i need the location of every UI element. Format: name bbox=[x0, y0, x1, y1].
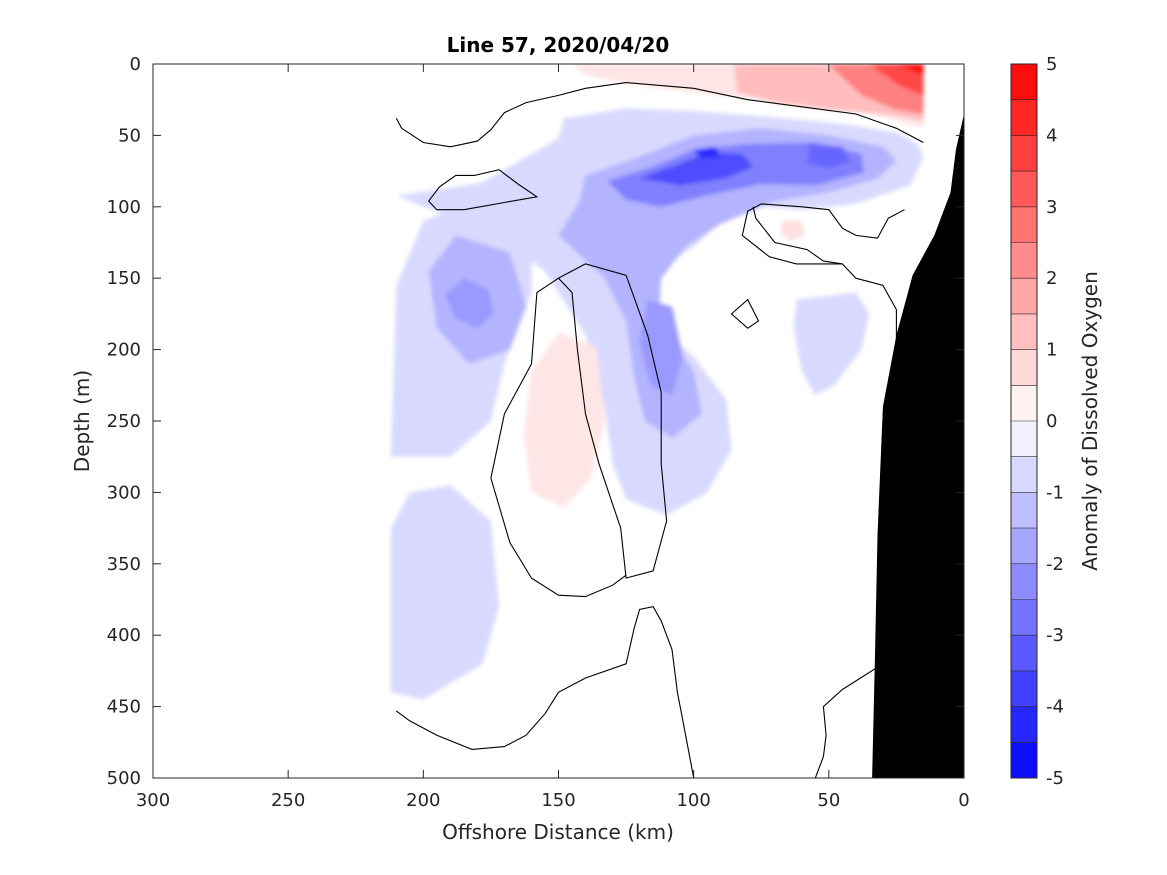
colorbar-swatch bbox=[1011, 206, 1037, 243]
positive-mid-depth bbox=[523, 332, 605, 509]
colorbar-swatch bbox=[1011, 742, 1037, 779]
x-axis: 300 250 200 150 100 50 0 bbox=[136, 64, 970, 811]
colorbar-swatch bbox=[1011, 99, 1037, 136]
y-tick-label: 50 bbox=[118, 125, 141, 146]
x-tick-label: 200 bbox=[406, 790, 440, 811]
y-tick-label: 450 bbox=[107, 697, 141, 718]
zero-contour-east-inner bbox=[752, 206, 843, 265]
colorbar-swatch bbox=[1011, 528, 1037, 565]
negative-level-3 bbox=[607, 142, 864, 207]
colorbar-swatch bbox=[1011, 171, 1037, 208]
negative-mid-level-3 bbox=[639, 299, 683, 396]
colorbar-swatch bbox=[1011, 135, 1037, 172]
colorbar-tick-label: 1 bbox=[1046, 340, 1057, 361]
y-tick-label: 250 bbox=[107, 411, 141, 432]
negative-east-patch bbox=[793, 292, 870, 396]
x-tick-label: 50 bbox=[817, 790, 840, 811]
colorbar-tick-label: -2 bbox=[1046, 554, 1064, 575]
negative-level-2 bbox=[558, 128, 897, 439]
zero-contour-lines bbox=[395, 82, 924, 778]
colorbar-swatch bbox=[1011, 706, 1037, 743]
x-tick-label: 150 bbox=[541, 790, 575, 811]
colorbar-swatch bbox=[1011, 64, 1037, 101]
chart-title: Line 57, 2020/04/20 bbox=[447, 33, 670, 57]
x-axis-label: Offshore Distance (km) bbox=[442, 820, 674, 844]
y-tick-label: 200 bbox=[107, 340, 141, 361]
negative-core-deep bbox=[693, 146, 721, 159]
negative-deep-west bbox=[390, 485, 499, 700]
colorbar-swatch bbox=[1011, 635, 1037, 672]
zero-contour-top bbox=[395, 82, 924, 148]
colorbar-tick-label: -4 bbox=[1046, 697, 1064, 718]
zero-contour-small-loop bbox=[730, 298, 760, 329]
colorbar-swatch bbox=[1011, 385, 1037, 422]
colorbar-tick-label: 3 bbox=[1046, 197, 1057, 218]
colorbar-swatch bbox=[1011, 278, 1037, 315]
zero-contour-deep bbox=[395, 605, 695, 778]
colorbar-swatch bbox=[1011, 349, 1037, 386]
colorbar: 5 4 3 2 1 0 -1 -2 -3 -4 -5 bbox=[1010, 54, 1064, 789]
seafloor-mask bbox=[872, 114, 964, 778]
colorbar-tick-label: -5 bbox=[1046, 768, 1064, 789]
colorbar-swatch bbox=[1011, 421, 1037, 458]
colorbar-tick-label: -1 bbox=[1046, 482, 1064, 503]
negative-band-shallow bbox=[396, 108, 924, 516]
zero-contour-east-loop bbox=[741, 203, 897, 343]
colorbar-label: Anomaly of Dissolved Oxygen bbox=[1078, 271, 1102, 571]
x-tick-label: 0 bbox=[958, 790, 969, 811]
colorbar-swatch bbox=[1011, 456, 1037, 493]
zero-contour-mid-west bbox=[490, 277, 627, 598]
y-tick-label: 150 bbox=[107, 268, 141, 289]
anomaly-field bbox=[390, 64, 924, 700]
y-tick-label: 300 bbox=[107, 482, 141, 503]
x-tick-label: 250 bbox=[271, 790, 305, 811]
colorbar-tick-label: 5 bbox=[1046, 54, 1057, 75]
anomaly-shading bbox=[390, 64, 924, 700]
colorbar-swatch bbox=[1011, 242, 1037, 279]
colorbar-swatch bbox=[1011, 313, 1037, 351]
colorbar-frame bbox=[1010, 63, 1038, 779]
colorbar-swatch bbox=[1011, 599, 1037, 636]
colorbar-tick-label: 4 bbox=[1046, 125, 1057, 146]
colorbar-tick-label: 2 bbox=[1046, 268, 1057, 289]
y-axis: 0 50 100 150 200 250 300 350 400 450 500 bbox=[107, 54, 964, 789]
y-axis-label: Depth (m) bbox=[70, 370, 94, 472]
colorbar-swatch bbox=[1011, 670, 1037, 708]
y-tick-label: 100 bbox=[107, 197, 141, 218]
colorbar-swatch bbox=[1011, 492, 1037, 529]
positive-surface-core bbox=[896, 64, 924, 76]
y-tick-label: 0 bbox=[130, 54, 141, 75]
zero-contour-mid-tongue bbox=[557, 263, 668, 579]
x-tick-label: 300 bbox=[136, 790, 170, 811]
negative-core-east bbox=[807, 144, 851, 169]
negative-west-level-3 bbox=[445, 278, 494, 329]
positive-surface-3 bbox=[869, 64, 924, 96]
colorbar-tick-label: -3 bbox=[1046, 625, 1064, 646]
y-tick-label: 350 bbox=[107, 554, 141, 575]
positive-small-east bbox=[780, 219, 805, 242]
colorbar-tick-label: 0 bbox=[1046, 411, 1057, 432]
x-tick-label: 100 bbox=[676, 790, 710, 811]
y-tick-label: 500 bbox=[107, 768, 141, 789]
colorbar-swatch bbox=[1011, 563, 1037, 600]
negative-core-main bbox=[639, 152, 754, 186]
zero-contour-deep-east bbox=[814, 663, 884, 778]
seafloor-bathymetry bbox=[872, 114, 964, 778]
zero-contour-west-loop bbox=[427, 169, 539, 211]
zero-contour-east-left bbox=[801, 206, 905, 239]
y-tick-label: 400 bbox=[107, 625, 141, 646]
